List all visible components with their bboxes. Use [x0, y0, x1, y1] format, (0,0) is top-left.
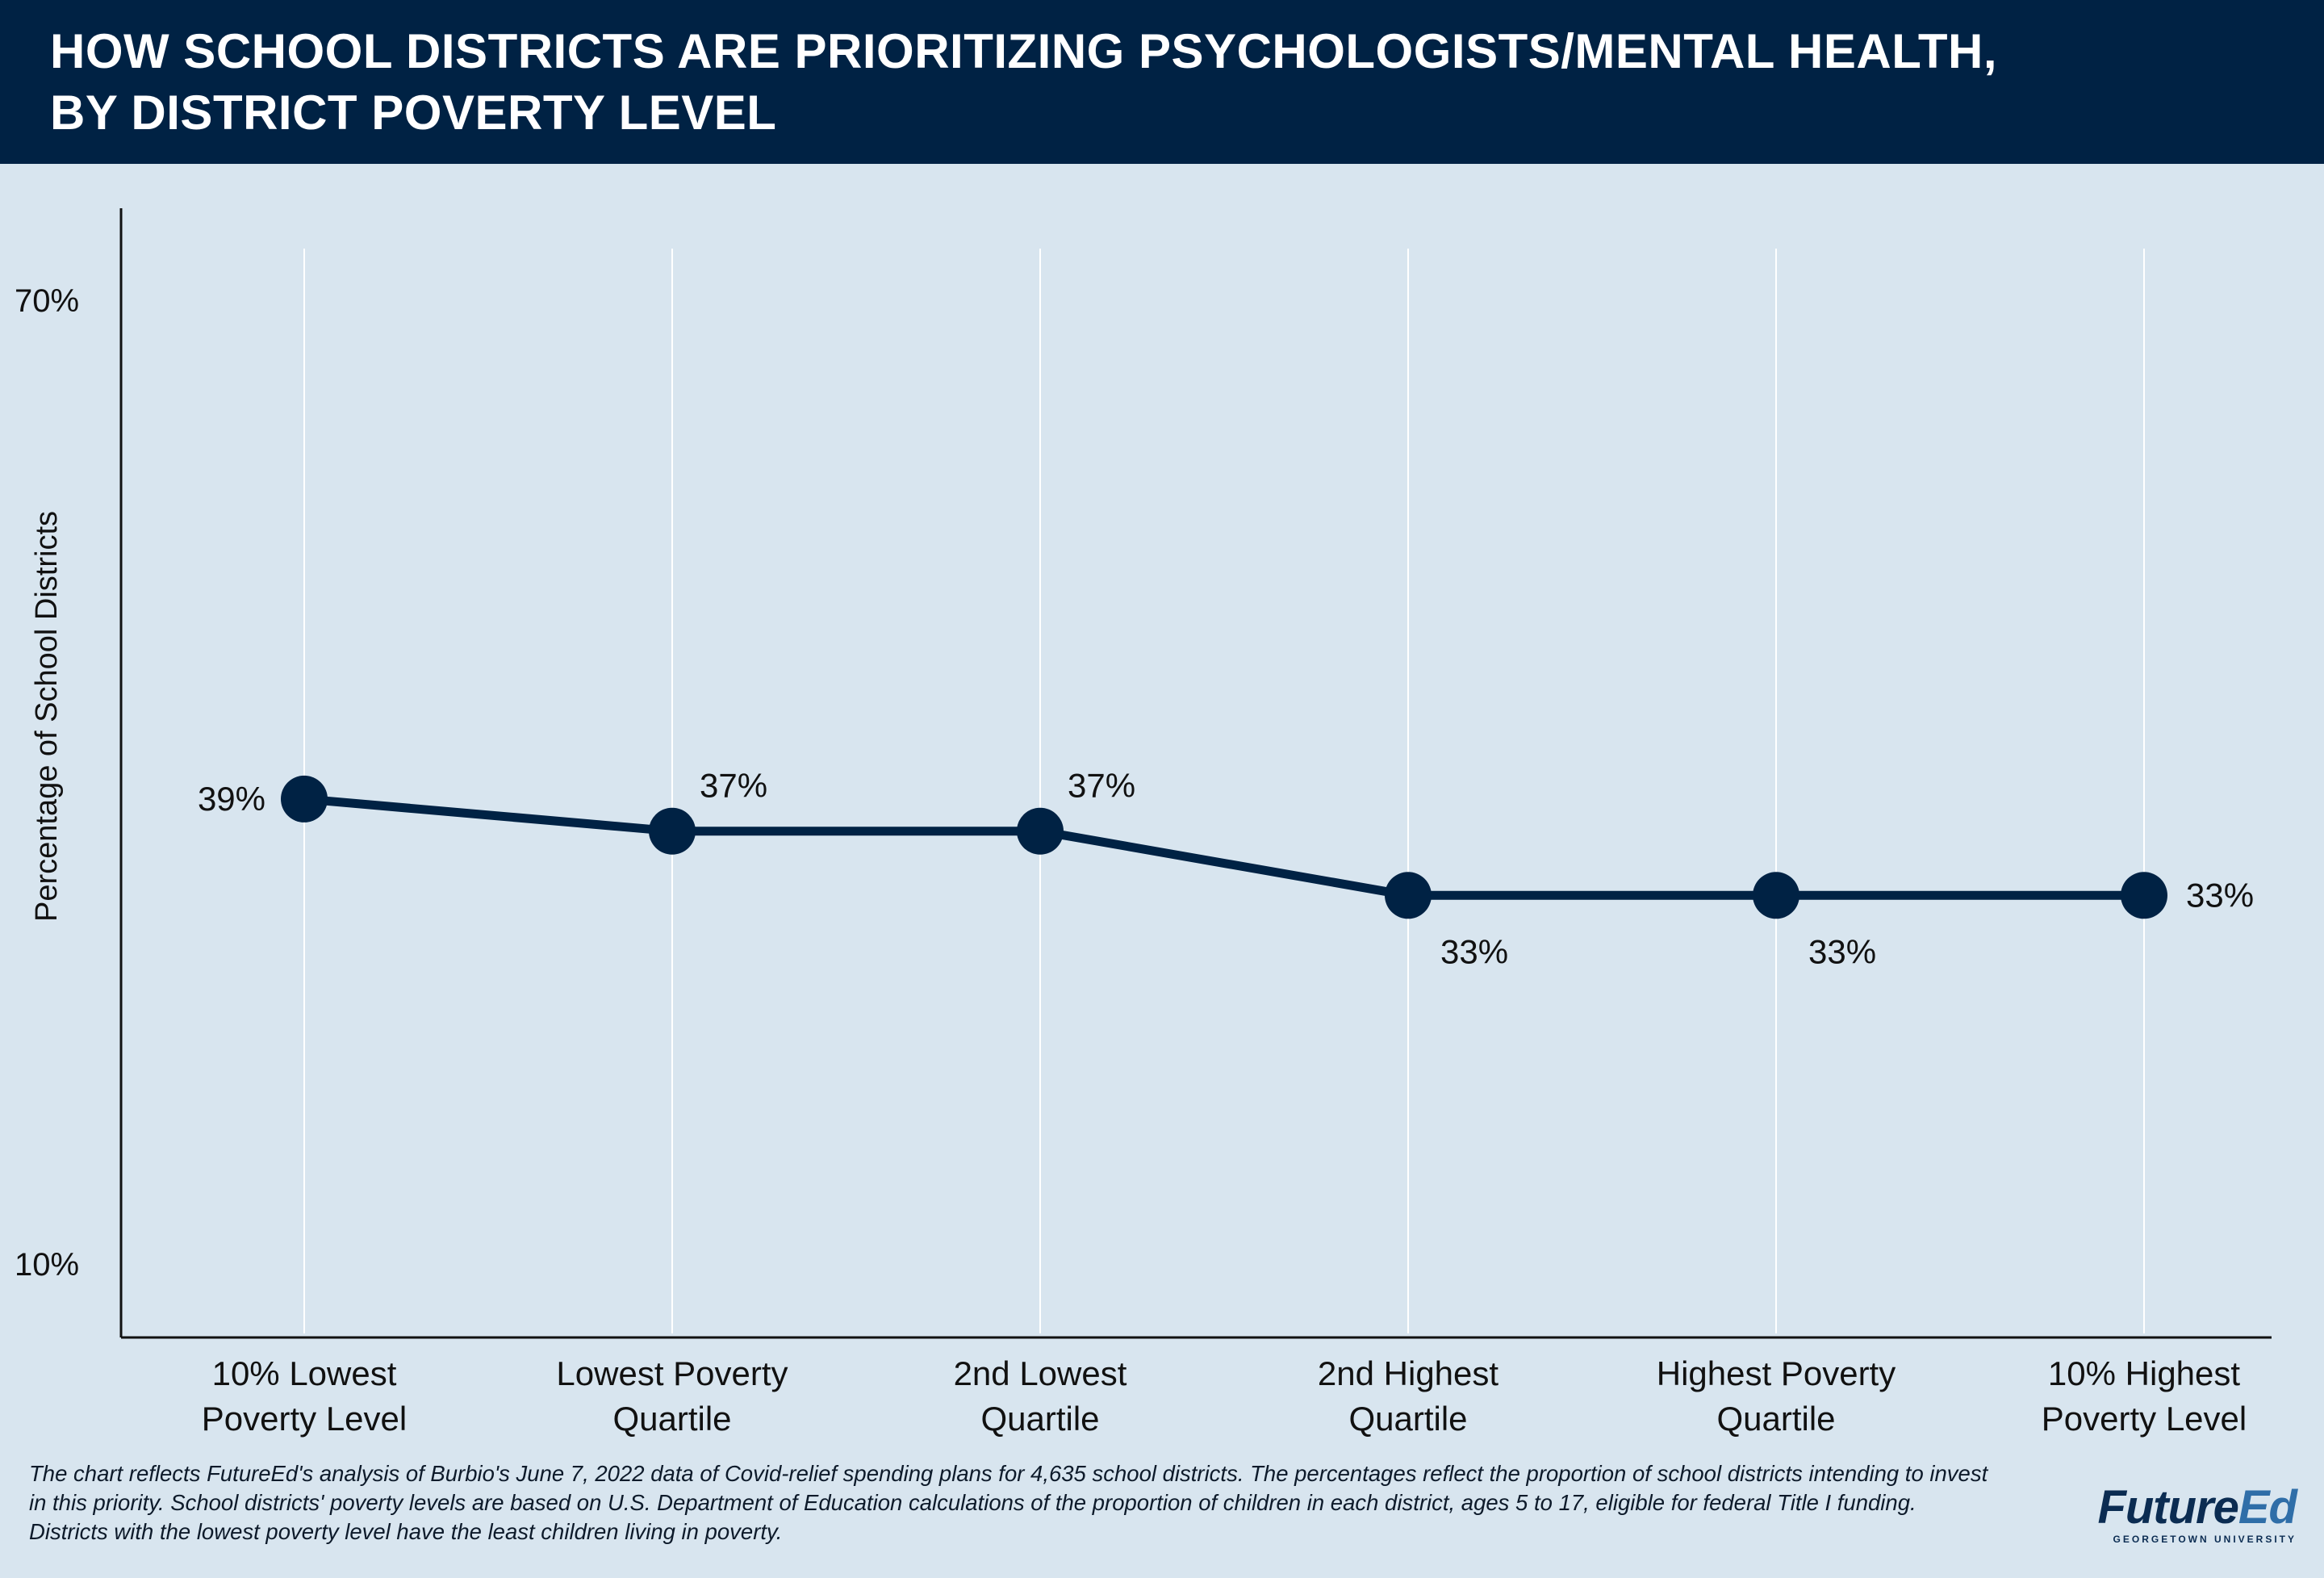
logo-subtitle: GEORGETOWN UNIVERSITY — [2113, 1534, 2297, 1545]
logo-wordmark: FutureEd — [2063, 1484, 2297, 1532]
series-line — [303, 794, 2144, 900]
data-point — [2121, 872, 2167, 919]
data-point — [649, 807, 696, 855]
data-label: 33% — [2186, 876, 2254, 914]
chart-title: HOW SCHOOL DISTRICTS ARE PRIORITIZING PS… — [50, 21, 2293, 144]
data-label: 37% — [700, 767, 767, 805]
x-tick-label: Lowest Poverty Quartile — [556, 1354, 788, 1438]
futureed-logo: FutureEd GEORGETOWN UNIVERSITY — [2063, 1484, 2297, 1546]
x-tick-label: 10% Highest Poverty Level — [2042, 1354, 2247, 1438]
x-tick-label: 2nd Lowest Quartile — [954, 1354, 1127, 1438]
data-point — [1017, 807, 1064, 855]
data-label: 39% — [198, 780, 265, 818]
x-tick-label: 10% Lowest Poverty Level — [202, 1354, 407, 1438]
x-tick-label: Highest Poverty Quartile — [1657, 1354, 1896, 1438]
y-axis-label: Percentage of School Districts — [30, 511, 64, 922]
data-point — [281, 775, 328, 822]
logo-ed-text: Ed — [2238, 1481, 2297, 1534]
data-label: 33% — [1440, 932, 1508, 970]
data-point — [1753, 872, 1799, 919]
data-label: 37% — [1068, 767, 1135, 805]
x-tick-label: 2nd Highest Quartile — [1318, 1354, 1498, 1438]
data-point — [1385, 872, 1432, 919]
line-chart: 70% 10% Percentage of School Districts 10% … — [15, 208, 2272, 1438]
data-label: 33% — [1808, 932, 1876, 970]
logo-future-text: Future — [2097, 1481, 2238, 1534]
y-tick-label: 10% — [15, 1247, 79, 1283]
footnote: The chart reflects FutureEd's analysis o… — [29, 1461, 1988, 1544]
chart-title-line-2: BY DISTRICT POVERTY LEVEL — [50, 86, 777, 140]
title-banner: HOW SCHOOL DISTRICTS ARE PRIORITIZING PS… — [0, 0, 2324, 164]
y-tick-label: 70% — [15, 283, 79, 319]
chart-title-line-1: HOW SCHOOL DISTRICTS ARE PRIORITIZING PS… — [50, 24, 1998, 78]
